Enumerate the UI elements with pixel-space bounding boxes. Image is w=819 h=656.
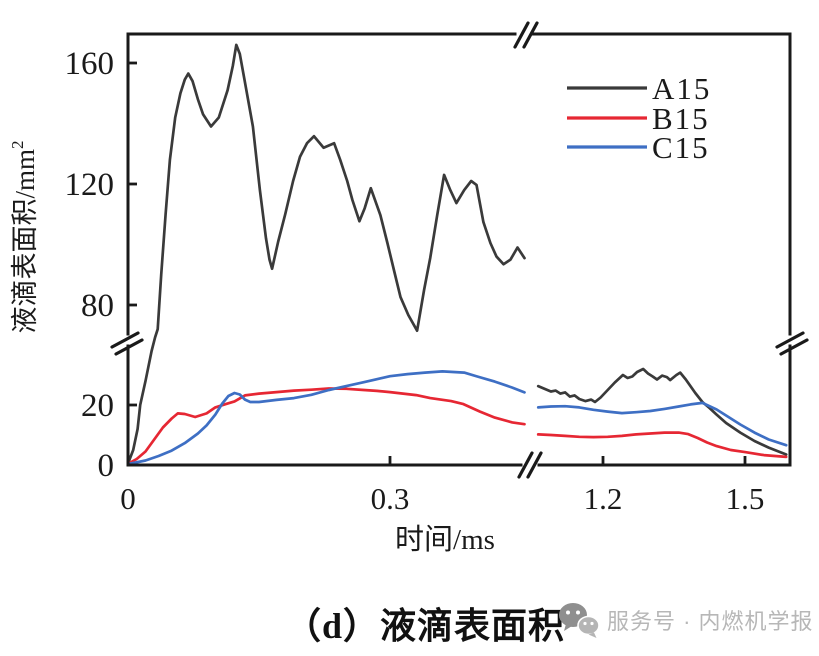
wechat-icon: [559, 603, 600, 638]
y-axis-label-superscript: 2: [8, 140, 27, 149]
legend: A15 B15 C15: [567, 71, 711, 165]
legend-label-c15: C15: [652, 130, 710, 165]
y-tick-label: 80: [81, 288, 114, 324]
y-tick-label: 20: [81, 388, 114, 424]
x-tick-label: 0.3: [371, 481, 410, 516]
series-line-c15: [536, 401, 788, 447]
axis-break-marks: [110, 21, 809, 479]
figure-caption: （d）液滴表面积: [284, 606, 566, 646]
watermark: 服务号 · 内燃机学报: [558, 601, 814, 639]
series-line-a15: [536, 367, 788, 456]
series-line-b15: [126, 387, 526, 466]
y-axis-label-base: 液滴表面积/mm: [10, 149, 40, 334]
right-axis-break-icon: [775, 331, 809, 356]
tick-labels-group: 0 20 80 120 160 0 0.3 1.2 1.5: [65, 46, 765, 516]
y-axis-label: 液滴表面积/mm2: [8, 140, 40, 333]
legend-label-a15: A15: [652, 71, 711, 106]
top-axis-break-icon: [513, 21, 539, 49]
left-axis-break-icon: [110, 331, 144, 356]
y-tick-label: 0: [98, 448, 115, 484]
curves-group: [126, 43, 788, 466]
x-axis-label: 时间/ms: [395, 523, 495, 556]
y-tick-label: 120: [65, 167, 115, 203]
series-line-b15: [536, 431, 788, 459]
tick-marks-group: [126, 61, 747, 467]
series-line-a15: [126, 43, 526, 465]
x-tick-label: 0: [120, 481, 136, 516]
plot-spines: [126, 32, 792, 467]
x-tick-label: 1.2: [584, 481, 623, 516]
bottom-axis-break-icon: [517, 451, 543, 479]
watermark-text: 服务号 · 内燃机学报: [607, 609, 814, 634]
y-tick-label: 160: [65, 46, 115, 82]
series-line-c15: [126, 370, 526, 466]
x-tick-label: 1.5: [726, 481, 765, 516]
legend-label-b15: B15: [652, 101, 710, 136]
